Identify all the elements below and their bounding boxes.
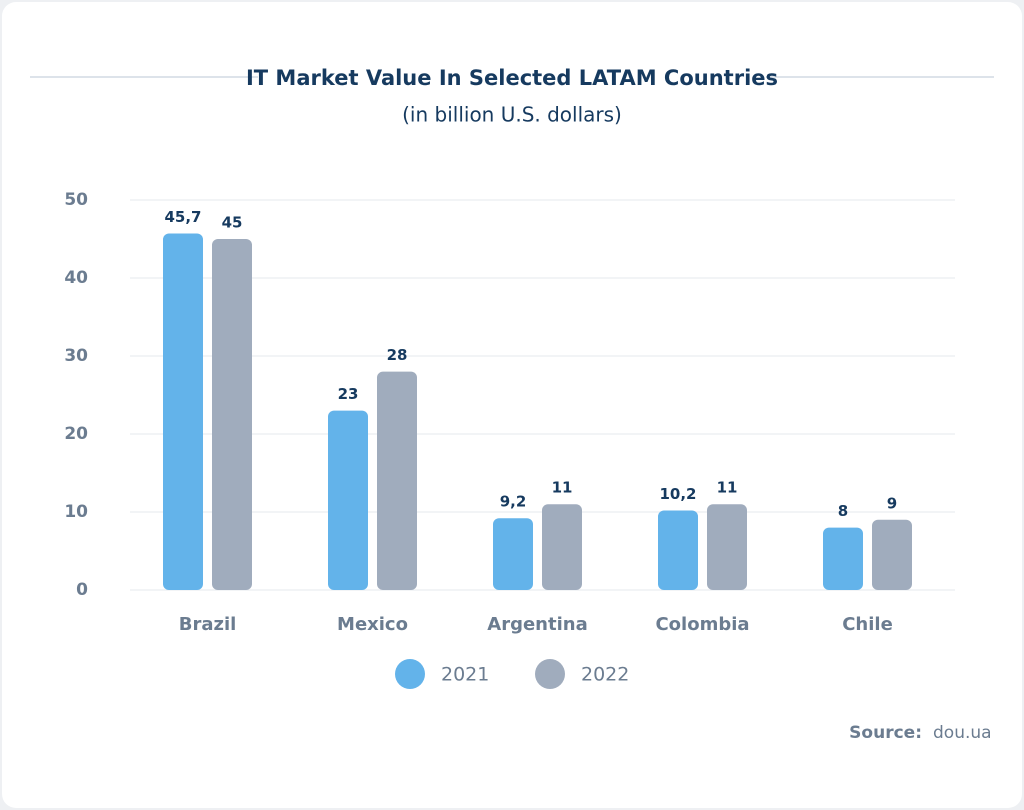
value-label: 28 <box>387 346 408 364</box>
legend-marker <box>395 659 425 689</box>
bar <box>328 410 368 590</box>
x-tick-label: Mexico <box>337 614 408 635</box>
source: dou.ua <box>933 723 992 743</box>
value-label: 11 <box>552 479 573 497</box>
value-label: 45,7 <box>164 208 201 226</box>
y-tick-label: 40 <box>64 268 88 288</box>
bar <box>163 233 203 591</box>
y-tick-label: 10 <box>64 502 88 522</box>
chart-subtitle: (in billion U.S. dollars) <box>402 103 622 127</box>
chart-title: IT Market Value In Selected LATAM Countr… <box>246 66 778 90</box>
legend-label: 2022 <box>581 664 629 686</box>
bar <box>658 510 698 590</box>
source-label: Source: <box>849 723 922 743</box>
bar <box>542 504 582 590</box>
y-tick-label: 20 <box>64 424 88 444</box>
x-tick-label: Colombia <box>655 614 749 635</box>
value-label: 45 <box>222 214 243 232</box>
legend-label: 2021 <box>441 664 489 686</box>
value-label: 23 <box>338 385 359 403</box>
value-label: 11 <box>717 479 738 497</box>
x-tick-label: Argentina <box>487 614 587 635</box>
bar <box>212 239 252 590</box>
bar <box>493 518 533 590</box>
bar <box>707 504 747 590</box>
value-label: 10,2 <box>659 485 696 503</box>
y-tick-label: 50 <box>64 190 88 210</box>
x-tick-label: Brazil <box>179 614 237 635</box>
bar <box>377 371 417 590</box>
bar <box>823 527 863 590</box>
y-tick-label: 30 <box>64 346 88 366</box>
legend-marker <box>535 659 565 689</box>
y-tick-label: 0 <box>76 580 88 600</box>
value-label: 9,2 <box>500 493 527 511</box>
value-label: 9 <box>887 494 897 512</box>
bar <box>872 519 912 590</box>
x-tick-label: Chile <box>842 614 893 635</box>
value-label: 8 <box>838 502 848 520</box>
